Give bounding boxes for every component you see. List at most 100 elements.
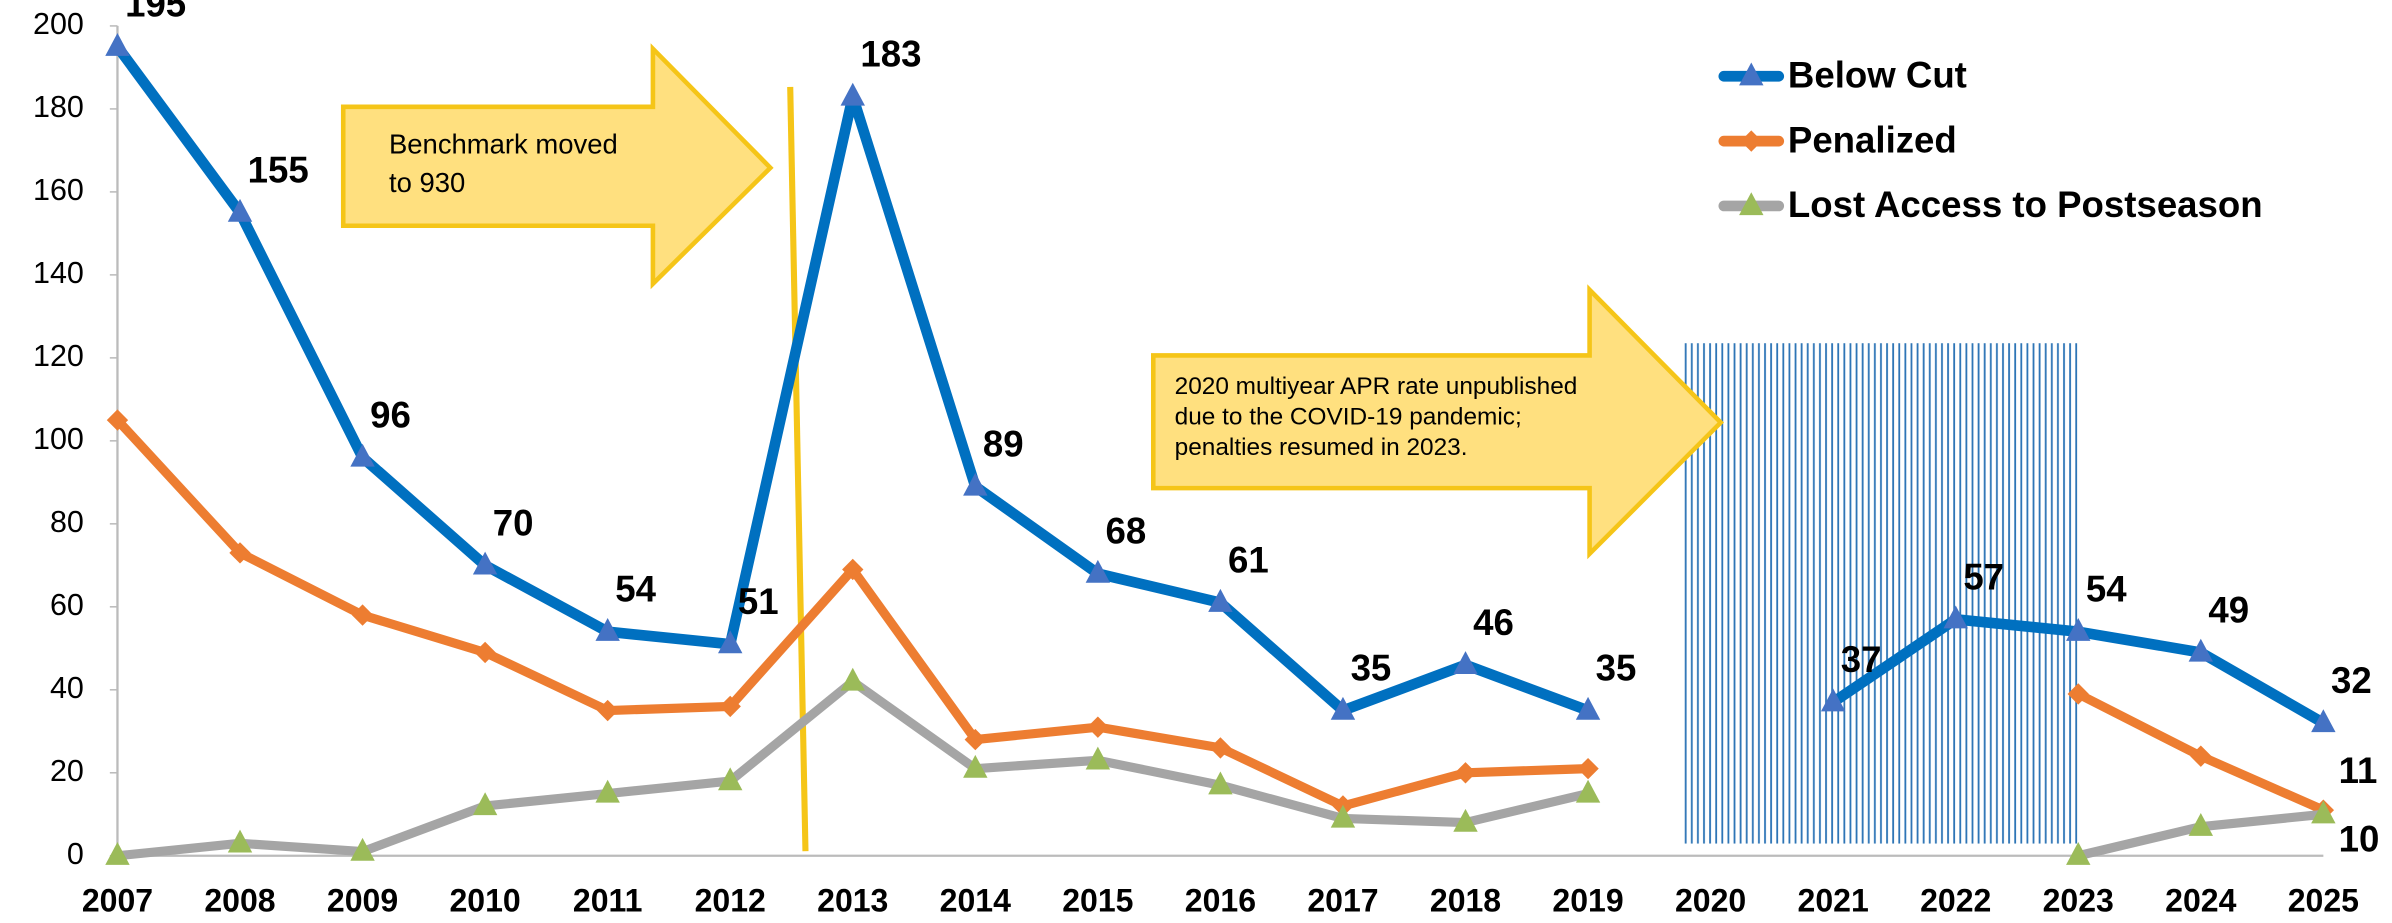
y-tick-label: 120 (33, 339, 84, 373)
marker (2311, 709, 2336, 733)
x-tick-label: 2016 (1185, 883, 1256, 918)
data-label: 61 (1228, 540, 1269, 581)
data-label: 51 (738, 581, 779, 622)
marker (1453, 808, 1478, 832)
x-tick-label: 2015 (1062, 883, 1133, 918)
x-tick-label: 2023 (2043, 883, 2114, 918)
annotation-text: due to the COVID-19 pandemic; (1175, 403, 1522, 430)
marker (1943, 605, 1968, 629)
data-label: 46 (1473, 602, 1514, 643)
y-tick-label: 60 (50, 588, 84, 622)
x-tick-label: 2024 (2165, 883, 2236, 918)
legend-label: Penalized (1788, 119, 1957, 160)
marker (1085, 559, 1111, 583)
marker (472, 551, 498, 575)
covid-hatch (1682, 343, 2080, 844)
marker (718, 630, 743, 654)
data-label: 11 (2339, 750, 2378, 791)
marker (719, 695, 741, 718)
x-tick-label: 2013 (817, 883, 888, 918)
x-tick-label: 2017 (1307, 883, 1378, 918)
marker (351, 604, 374, 626)
annotation-text: Benchmark moved (389, 129, 618, 160)
legend-label: Below Cut (1788, 54, 1967, 95)
marker (718, 767, 743, 791)
marker (964, 728, 986, 751)
marker (1820, 688, 1846, 712)
data-label: 54 (615, 569, 656, 610)
data-label: 35 (1351, 648, 1392, 689)
data-label: 68 (1105, 511, 1146, 552)
marker (1577, 757, 1599, 780)
y-tick-label: 140 (33, 256, 84, 290)
marker (1739, 192, 1764, 216)
y-tick-label: 40 (50, 671, 84, 705)
y-tick-label: 180 (33, 90, 84, 124)
data-label: 89 (983, 423, 1024, 464)
annotation-arrow (340, 43, 774, 290)
marker (1454, 762, 1477, 784)
marker (1740, 130, 1762, 152)
marker (1208, 771, 1233, 795)
marker (1330, 804, 1356, 828)
x-tick-label: 2012 (695, 883, 766, 918)
marker (1575, 779, 1601, 803)
marker (350, 443, 375, 467)
marker (1575, 696, 1601, 720)
marker (840, 82, 865, 106)
x-tick-label: 2014 (940, 883, 1011, 918)
marker (1739, 62, 1764, 86)
marker (2311, 800, 2336, 824)
marker (2066, 842, 2091, 865)
data-label: 37 (1841, 639, 1882, 680)
data-label: 57 (1963, 556, 2004, 597)
marker (596, 699, 619, 722)
marker (595, 779, 620, 803)
x-tick-label: 2008 (204, 883, 275, 918)
marker (2188, 638, 2214, 662)
data-label: 195 (125, 0, 186, 25)
marker (2190, 745, 2212, 767)
data-label: 183 (860, 33, 921, 74)
marker (595, 617, 620, 641)
x-tick-label: 2011 (573, 883, 642, 918)
x-tick-label: 2020 (1675, 883, 1746, 918)
y-tick-label: 20 (50, 754, 84, 788)
marker (1085, 746, 1111, 770)
x-tick-label: 2018 (1430, 883, 1501, 918)
marker (963, 754, 988, 778)
data-label: 35 (1596, 648, 1637, 689)
y-tick-label: 160 (33, 173, 84, 207)
marker (963, 472, 988, 496)
legend-label: Lost Access to Postseason (1788, 184, 2263, 225)
marker (227, 829, 253, 853)
y-tick-label: 200 (33, 7, 84, 41)
data-label: 70 (493, 502, 534, 543)
marker (1208, 588, 1233, 612)
annotation-text: penalties resumed in 2023. (1175, 434, 1468, 461)
marker (840, 667, 865, 691)
y-tick-label: 0 (67, 837, 84, 871)
marker (350, 837, 375, 861)
x-tick-label: 2021 (1798, 883, 1869, 918)
marker (1087, 716, 1109, 738)
marker (2188, 812, 2214, 836)
x-tick-label: 2025 (2288, 883, 2359, 918)
marker (106, 409, 129, 431)
data-label: 10 (2339, 818, 2380, 859)
marker (2066, 617, 2091, 641)
x-tick-label: 2009 (327, 883, 398, 918)
marker (474, 641, 496, 664)
marker (472, 792, 498, 816)
x-tick-label: 2007 (82, 883, 153, 918)
marker (1453, 651, 1478, 675)
marker (229, 542, 251, 564)
benchmark-line (787, 86, 809, 852)
marker (1330, 696, 1356, 720)
y-tick-label: 80 (50, 505, 84, 539)
data-label: 32 (2331, 660, 2372, 701)
marker (105, 32, 130, 56)
y-tick-label: 100 (33, 422, 84, 456)
marker (105, 842, 130, 865)
